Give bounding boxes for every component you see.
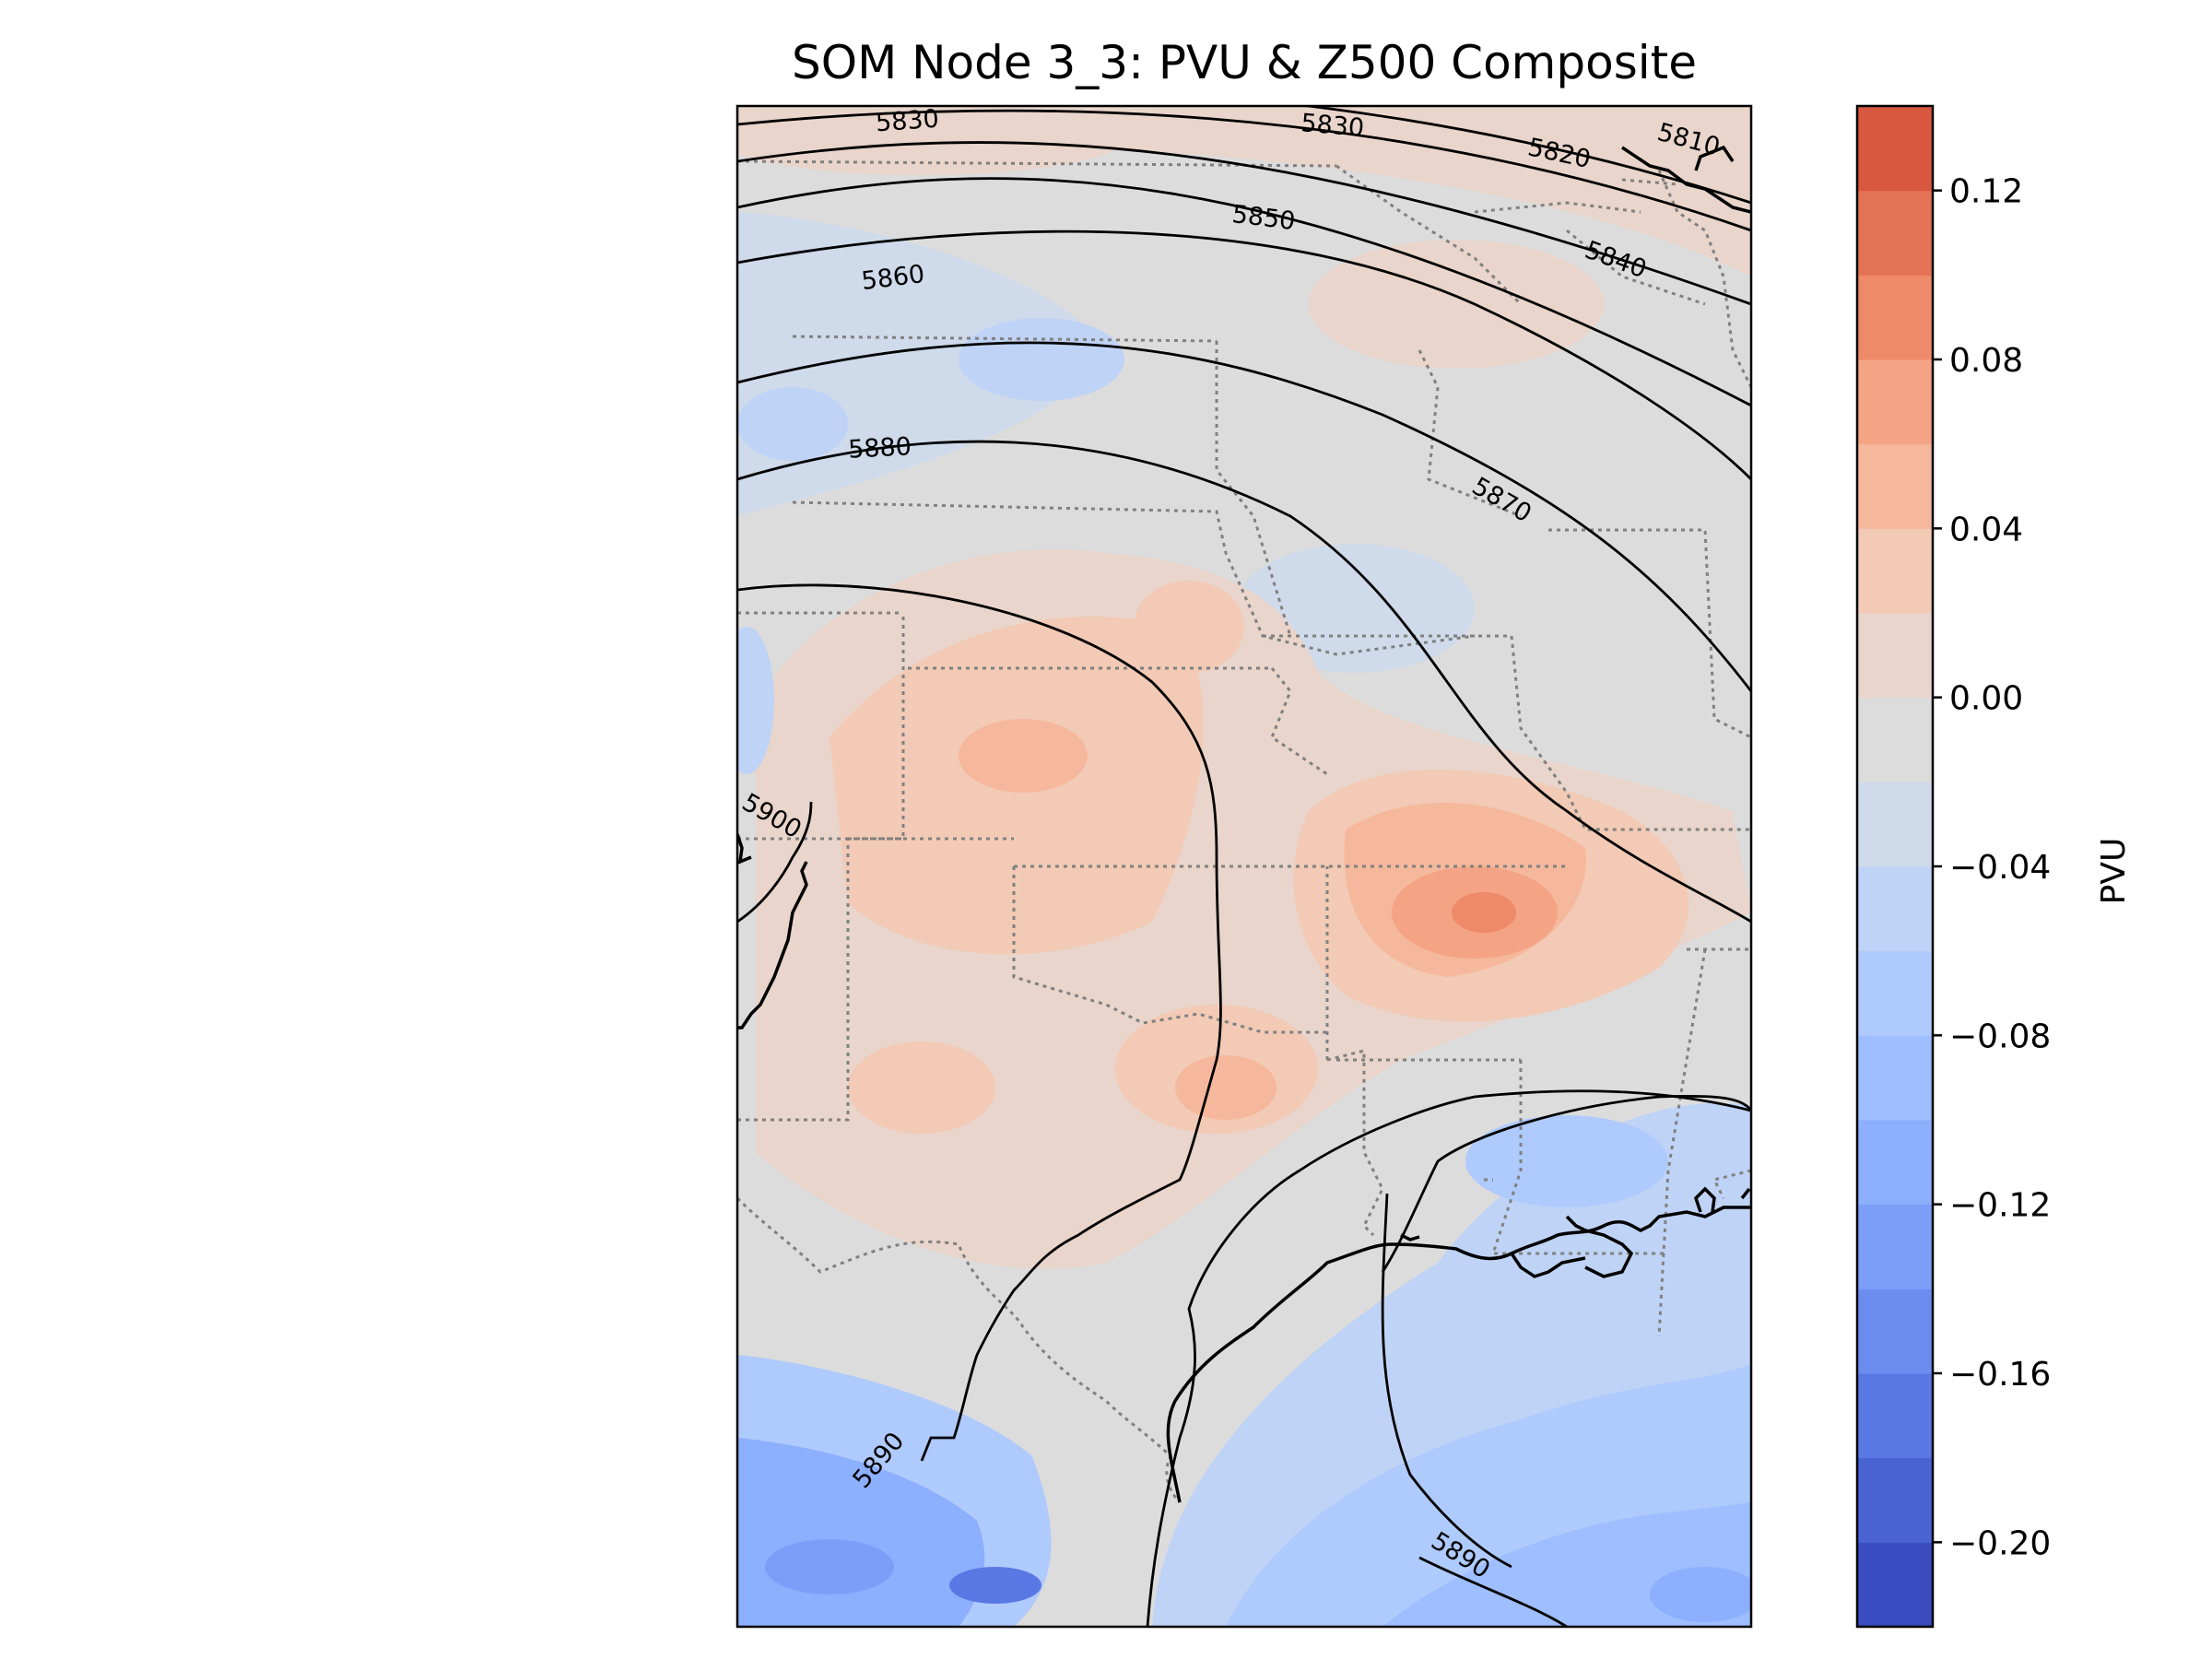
map-frame <box>735 104 1753 1629</box>
pvu-anomaly-fill <box>737 106 1751 1627</box>
colorbar-tick-label: −0.12 <box>1949 1187 2051 1225</box>
colorbar-swatch <box>1857 528 1933 614</box>
figure-title: SOM Node 3_3: PVU & Z500 Composite <box>792 36 1697 89</box>
colorbar-swatch <box>1857 1288 1933 1374</box>
colorbar-tick-label: 0.00 <box>1949 680 2023 718</box>
colorbar-label: PVU <box>2095 838 2133 905</box>
colorbar-tick-label: 0.04 <box>1949 511 2023 548</box>
colorbar-tick-label: −0.08 <box>1949 1018 2051 1055</box>
state-borders <box>737 159 1751 1504</box>
coastlines <box>737 145 1751 1503</box>
colorbar-tick-label: −0.20 <box>1949 1524 2051 1562</box>
map-panel: 5830 5830 5820 5810 5850 5840 5860 5880 … <box>735 104 1753 1629</box>
colorbar-swatch <box>1857 1120 1933 1206</box>
contour-label-5830-north: 5830 <box>1300 109 1365 143</box>
colorbar-swatches <box>1857 106 1933 1628</box>
colorbar-swatch <box>1857 1373 1933 1459</box>
colorbar-swatch <box>1857 1542 1933 1628</box>
colorbar-tick-label: −0.04 <box>1949 849 2051 887</box>
z500-contours <box>737 106 1751 1627</box>
colorbar: 0.12 0.08 0.04 0.00 −0.04 −0.08 −0.12 −0.16 −0.2… <box>1855 104 2133 1629</box>
colorbar-swatch <box>1857 1457 1933 1543</box>
contour-label-5830-west: 5830 <box>875 105 940 138</box>
colorbar-swatch <box>1857 613 1933 699</box>
colorbar-swatch <box>1857 866 1933 952</box>
colorbar-tick-label: 0.08 <box>1949 342 2023 380</box>
colorbar-swatch <box>1857 275 1933 360</box>
colorbar-swatch <box>1857 443 1933 529</box>
colorbar-ticks: 0.12 0.08 0.04 0.00 −0.04 −0.08 −0.12 −0.16 −0.2… <box>1933 173 2051 1562</box>
colorbar-swatch <box>1857 1204 1933 1289</box>
colorbar-swatch <box>1857 1035 1933 1121</box>
colorbar-tick-label: −0.16 <box>1949 1356 2051 1394</box>
contour-label-5880: 5880 <box>847 432 912 465</box>
colorbar-swatch <box>1857 359 1933 445</box>
colorbar-tick-label: 0.12 <box>1949 173 2023 211</box>
colorbar-swatch <box>1857 782 1933 867</box>
colorbar-swatch <box>1857 190 1933 276</box>
colorbar-swatch <box>1857 950 1933 1036</box>
colorbar-swatch <box>1857 106 1933 192</box>
colorbar-swatch <box>1857 697 1933 782</box>
